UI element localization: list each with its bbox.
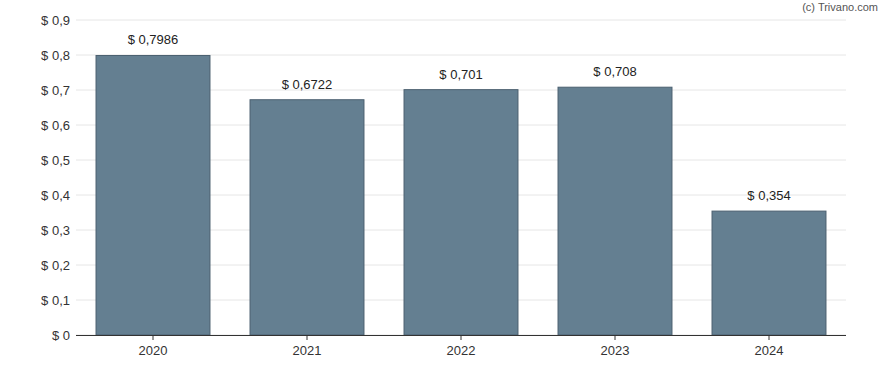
data-label: $ 0,708 bbox=[593, 64, 636, 79]
x-tick bbox=[153, 335, 154, 340]
bar bbox=[96, 55, 210, 335]
x-tick bbox=[307, 335, 308, 340]
y-tick-label: $ 0 bbox=[52, 328, 70, 343]
data-label: $ 0,7986 bbox=[128, 32, 179, 47]
y-tick-label: $ 0,4 bbox=[41, 188, 70, 203]
grid-line bbox=[76, 20, 846, 21]
data-label: $ 0,701 bbox=[439, 67, 482, 82]
x-tick-label: 2020 bbox=[139, 343, 168, 358]
y-tick-label: $ 0,9 bbox=[41, 13, 70, 28]
y-tick-label: $ 0,2 bbox=[41, 258, 70, 273]
x-tick-label: 2023 bbox=[601, 343, 630, 358]
x-tick-label: 2024 bbox=[755, 343, 784, 358]
x-tick-label: 2021 bbox=[293, 343, 322, 358]
y-tick-label: $ 0,8 bbox=[41, 48, 70, 63]
y-tick-label: $ 0,5 bbox=[41, 153, 70, 168]
x-tick bbox=[615, 335, 616, 340]
chart: $ 0 $ 0,1 $ 0,2 $ 0,3 $ 0,4 $ 0,5 $ 0,6 $ 0,7 $ … bbox=[0, 0, 888, 370]
data-label: $ 0,354 bbox=[747, 188, 790, 203]
bar bbox=[558, 87, 672, 335]
data-label: $ 0,6722 bbox=[282, 77, 333, 92]
annotation: (c) Trivano.com bbox=[802, 1, 878, 13]
x-tick bbox=[769, 335, 770, 340]
bar bbox=[712, 211, 826, 335]
bar bbox=[250, 100, 364, 335]
x-tick-label: 2022 bbox=[447, 343, 476, 358]
x-tick bbox=[461, 335, 462, 340]
y-tick-label: $ 0,3 bbox=[41, 223, 70, 238]
bar bbox=[404, 90, 518, 335]
y-tick-label: $ 0,7 bbox=[41, 83, 70, 98]
y-tick-label: $ 0,6 bbox=[41, 118, 70, 133]
y-tick-label: $ 0,1 bbox=[41, 293, 70, 308]
